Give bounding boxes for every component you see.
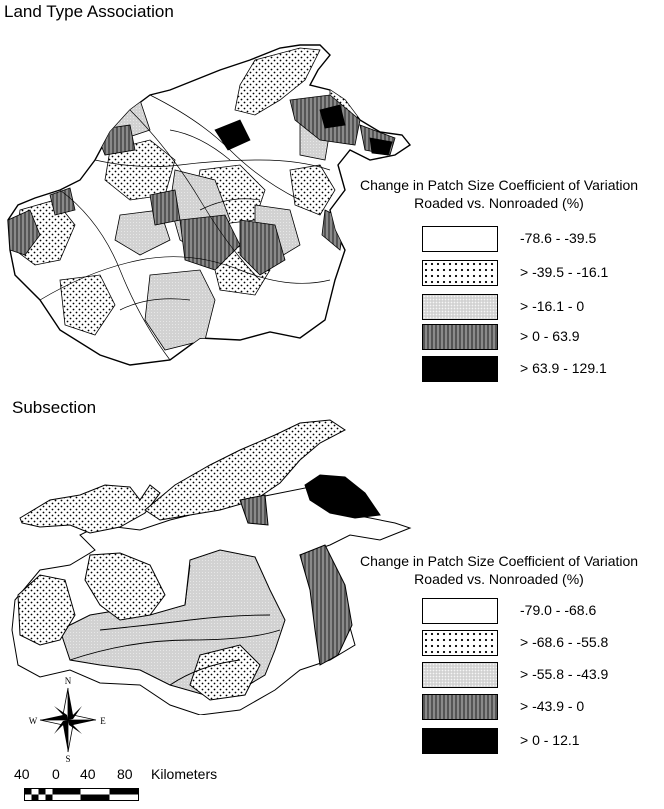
legend-title-line1: Change in Patch Size Coefficient of Vari… xyxy=(359,177,639,193)
legend-title-line2: Roaded vs. Nonroaded (%) xyxy=(414,195,584,211)
legend-label: > 0 - 12.1 xyxy=(520,732,580,748)
scale-tick-label: 40 xyxy=(80,766,96,782)
legend-label: > -43.9 - 0 xyxy=(520,698,585,714)
legend-swatch-light-gray xyxy=(422,662,498,688)
map-title-subsection: Subsection xyxy=(12,398,97,417)
compass-n-label: N xyxy=(65,676,72,686)
legend-label: > -55.8 - -43.9 xyxy=(520,666,609,682)
compass-e-label: E xyxy=(100,716,106,726)
map-title-land-type-association: Land Type Association xyxy=(4,2,174,21)
legend-title-line2: Roaded vs. Nonroaded (%) xyxy=(414,571,584,587)
legend-title-line1: Change in Patch Size Coefficient of Vari… xyxy=(359,553,639,569)
subsection-map xyxy=(11,419,412,715)
legend-label: -79.0 - -68.6 xyxy=(520,602,597,618)
scale-tick-label: 80 xyxy=(117,766,133,782)
legend-title-land-type-association: Change in Patch Size Coefficient of Vari… xyxy=(334,176,664,212)
legend-label: > 0 - 63.9 xyxy=(520,328,580,344)
scale-tick-label: 0 xyxy=(52,766,60,782)
legend-label: -78.6 - -39.5 xyxy=(520,230,597,246)
compass-s-label: S xyxy=(65,754,70,764)
legend-swatch-dots xyxy=(422,630,498,656)
legend-swatch-white xyxy=(422,226,498,252)
legend-swatch-black xyxy=(422,356,498,382)
land-type-association-map xyxy=(7,44,412,366)
scale-bar-graphic xyxy=(24,788,139,801)
legend-swatch-stripes xyxy=(422,694,498,720)
scale-unit-label: Kilometers xyxy=(151,766,218,782)
scale-tick-label: 40 xyxy=(14,766,30,782)
legend-label: > -68.6 - -55.8 xyxy=(520,634,609,650)
legend-swatch-white xyxy=(422,598,498,624)
legend-label: > 63.9 - 129.1 xyxy=(520,360,607,376)
compass-rose-icon: N S E W xyxy=(29,676,107,764)
legend-label: > -39.5 - -16.1 xyxy=(520,264,609,280)
compass-w-label: W xyxy=(29,716,38,726)
legend-swatch-stripes xyxy=(422,324,498,350)
legend-swatch-dots xyxy=(422,260,498,286)
scale-bar: 40 0 40 80 Kilometers xyxy=(14,766,414,806)
legend-swatch-light-gray xyxy=(422,294,498,320)
legend-title-subsection: Change in Patch Size Coefficient of Vari… xyxy=(334,552,664,588)
legend-swatch-black xyxy=(422,728,498,754)
legend-label: > -16.1 - 0 xyxy=(520,298,585,314)
